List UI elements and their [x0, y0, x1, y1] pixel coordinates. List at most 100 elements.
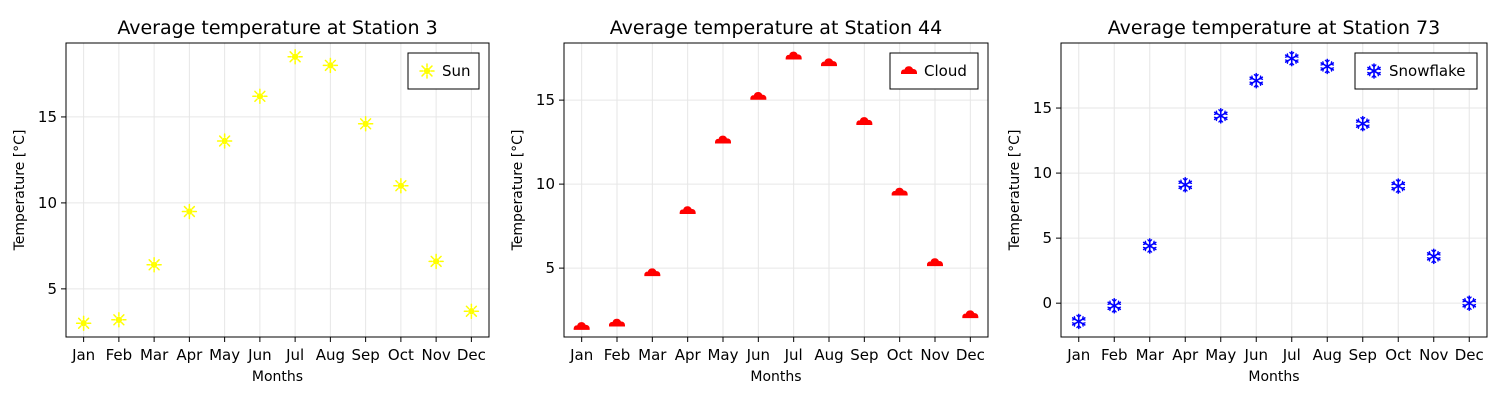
x-axis-label: Months [1248, 369, 1299, 385]
plot-frame [1060, 42, 1488, 338]
data-point [322, 57, 339, 74]
data-point [463, 303, 480, 319]
x-tick-label: May [209, 346, 240, 364]
x-tick-label: Jul [1282, 346, 1301, 364]
x-tick-label: Jan [569, 346, 593, 364]
x-tick-label: Apr [176, 346, 203, 364]
x-tick-label: Apr [1172, 346, 1199, 364]
x-tick-label: Mar [638, 346, 667, 364]
data-point [891, 187, 908, 196]
x-tick-label: Jun [746, 346, 770, 364]
x-tick-label: Oct [1385, 346, 1411, 364]
x-tick-label: Nov [920, 346, 949, 364]
data-point [181, 203, 198, 220]
x-tick-label: Jan [1066, 346, 1090, 364]
x-tick-label: Dec [956, 346, 985, 364]
x-tick-label: Aug [814, 346, 843, 364]
x-tick-label: Jun [1244, 346, 1268, 364]
data-point [1284, 50, 1299, 67]
data-point [1320, 58, 1335, 75]
data-point [1213, 108, 1228, 124]
data-point [287, 49, 303, 65]
chart-panel: Average temperature at Station 44 Jan Feb M… [510, 17, 989, 385]
x-tick-label: Dec [457, 346, 486, 364]
data-point [252, 88, 268, 105]
x-tick-label: Sep [850, 346, 878, 364]
data-point [1426, 248, 1441, 265]
chart-title: Average temperature at Station 3 [117, 17, 437, 39]
y-tick-label: 15 [38, 108, 57, 126]
x-tick-label: Jul [784, 346, 803, 364]
x-axis-label: Months [750, 369, 801, 385]
data-point [216, 133, 233, 149]
legend-label: Cloud [924, 62, 967, 80]
data-point [750, 91, 767, 100]
legend-marker [419, 63, 435, 79]
data-point [573, 322, 590, 330]
data-point [111, 312, 127, 328]
data-point [1107, 297, 1122, 314]
data-point [1462, 295, 1477, 311]
legend-label: Snowflake [1389, 62, 1466, 80]
legend-marker [900, 66, 918, 74]
legend: Snowflake [1354, 52, 1478, 90]
data-point [1249, 72, 1264, 89]
x-tick-label: Jun [247, 346, 271, 364]
x-tick-label: Oct [887, 346, 913, 364]
y-tick-label: 5 [545, 259, 555, 277]
y-axis-label: Temperature [°C] [12, 130, 28, 252]
data-point [1391, 178, 1406, 194]
legend-label: Sun [442, 62, 471, 80]
data-point [856, 117, 873, 125]
x-tick-label: Mar [1136, 346, 1165, 364]
x-axis-label: Months [252, 369, 303, 385]
y-tick-label: 15 [1033, 99, 1052, 117]
y-tick-label: 0 [1042, 294, 1052, 312]
x-tick-label: Sep [1349, 346, 1377, 364]
data-point [820, 58, 838, 67]
x-tick-label: Oct [388, 346, 414, 364]
x-tick-label: Sep [351, 346, 379, 364]
data-point [962, 310, 979, 319]
y-axis-label: Temperature [°C] [1007, 130, 1023, 252]
chart-panel: Average temperature at Station 3 Jan Feb Ma… [12, 17, 490, 385]
x-tick-label: Feb [1101, 346, 1128, 364]
data-point [714, 135, 732, 144]
legend-marker [1367, 63, 1381, 79]
x-tick-label: Jan [71, 346, 95, 364]
data-point [428, 253, 444, 270]
x-tick-label: Feb [106, 346, 133, 364]
data-point [1178, 176, 1193, 193]
data-point [75, 315, 92, 331]
x-tick-label: Aug [316, 346, 345, 364]
x-tick-label: Feb [604, 346, 631, 364]
x-tick-label: May [707, 346, 738, 364]
y-tick-label: 5 [1042, 229, 1052, 247]
data-point [785, 51, 802, 60]
y-tick-label: 15 [536, 91, 555, 109]
data-point [926, 258, 944, 267]
legend: Cloud [889, 52, 979, 90]
data-point [608, 318, 626, 327]
data-point [357, 116, 374, 132]
x-tick-label: Dec [1455, 346, 1484, 364]
y-tick-label: 10 [1033, 164, 1052, 182]
chart-title: Average temperature at Station 44 [610, 17, 942, 39]
plot-frame [563, 42, 989, 338]
legend: Sun [407, 52, 480, 90]
plot-frame [65, 42, 490, 338]
data-point [1355, 115, 1370, 132]
y-tick-label: 10 [536, 175, 555, 193]
data-point [1142, 238, 1157, 254]
y-axis-label: Temperature [°C] [510, 130, 526, 252]
chart-panel: Average temperature at Station 73 Jan Feb M… [1007, 17, 1488, 385]
data-point [393, 177, 409, 194]
x-tick-label: Nov [1419, 346, 1448, 364]
data-point [146, 257, 162, 273]
data-point [644, 268, 661, 277]
data-point [1071, 313, 1086, 330]
chart-title: Average temperature at Station 73 [1108, 17, 1440, 39]
y-tick-label: 10 [38, 194, 57, 212]
x-tick-label: Aug [1313, 346, 1342, 364]
